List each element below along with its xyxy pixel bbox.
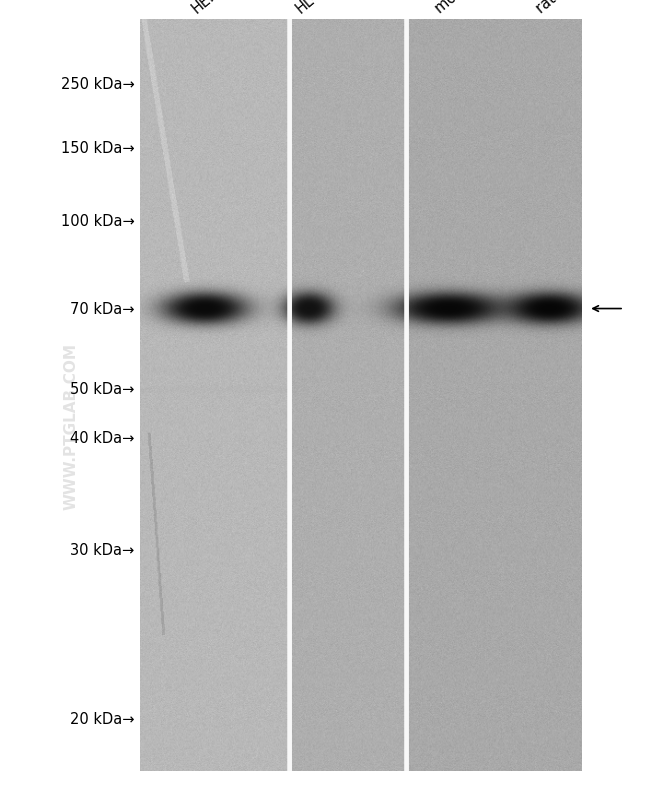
Text: rat liver: rat liver: [533, 0, 587, 16]
Text: 100 kDa→: 100 kDa→: [61, 214, 135, 228]
Text: 20 kDa→: 20 kDa→: [70, 711, 135, 726]
Text: 250 kDa→: 250 kDa→: [61, 77, 135, 92]
Text: 150 kDa→: 150 kDa→: [61, 141, 135, 156]
Text: HEK-293: HEK-293: [188, 0, 245, 16]
Text: 50 kDa→: 50 kDa→: [70, 382, 135, 397]
Text: 40 kDa→: 40 kDa→: [70, 430, 135, 445]
Text: WWW.PTGLAB.COM: WWW.PTGLAB.COM: [64, 342, 79, 509]
Text: HL-60: HL-60: [292, 0, 335, 16]
Text: mouse brain: mouse brain: [432, 0, 512, 16]
Text: 30 kDa→: 30 kDa→: [70, 543, 135, 557]
Text: 70 kDa→: 70 kDa→: [70, 302, 135, 316]
